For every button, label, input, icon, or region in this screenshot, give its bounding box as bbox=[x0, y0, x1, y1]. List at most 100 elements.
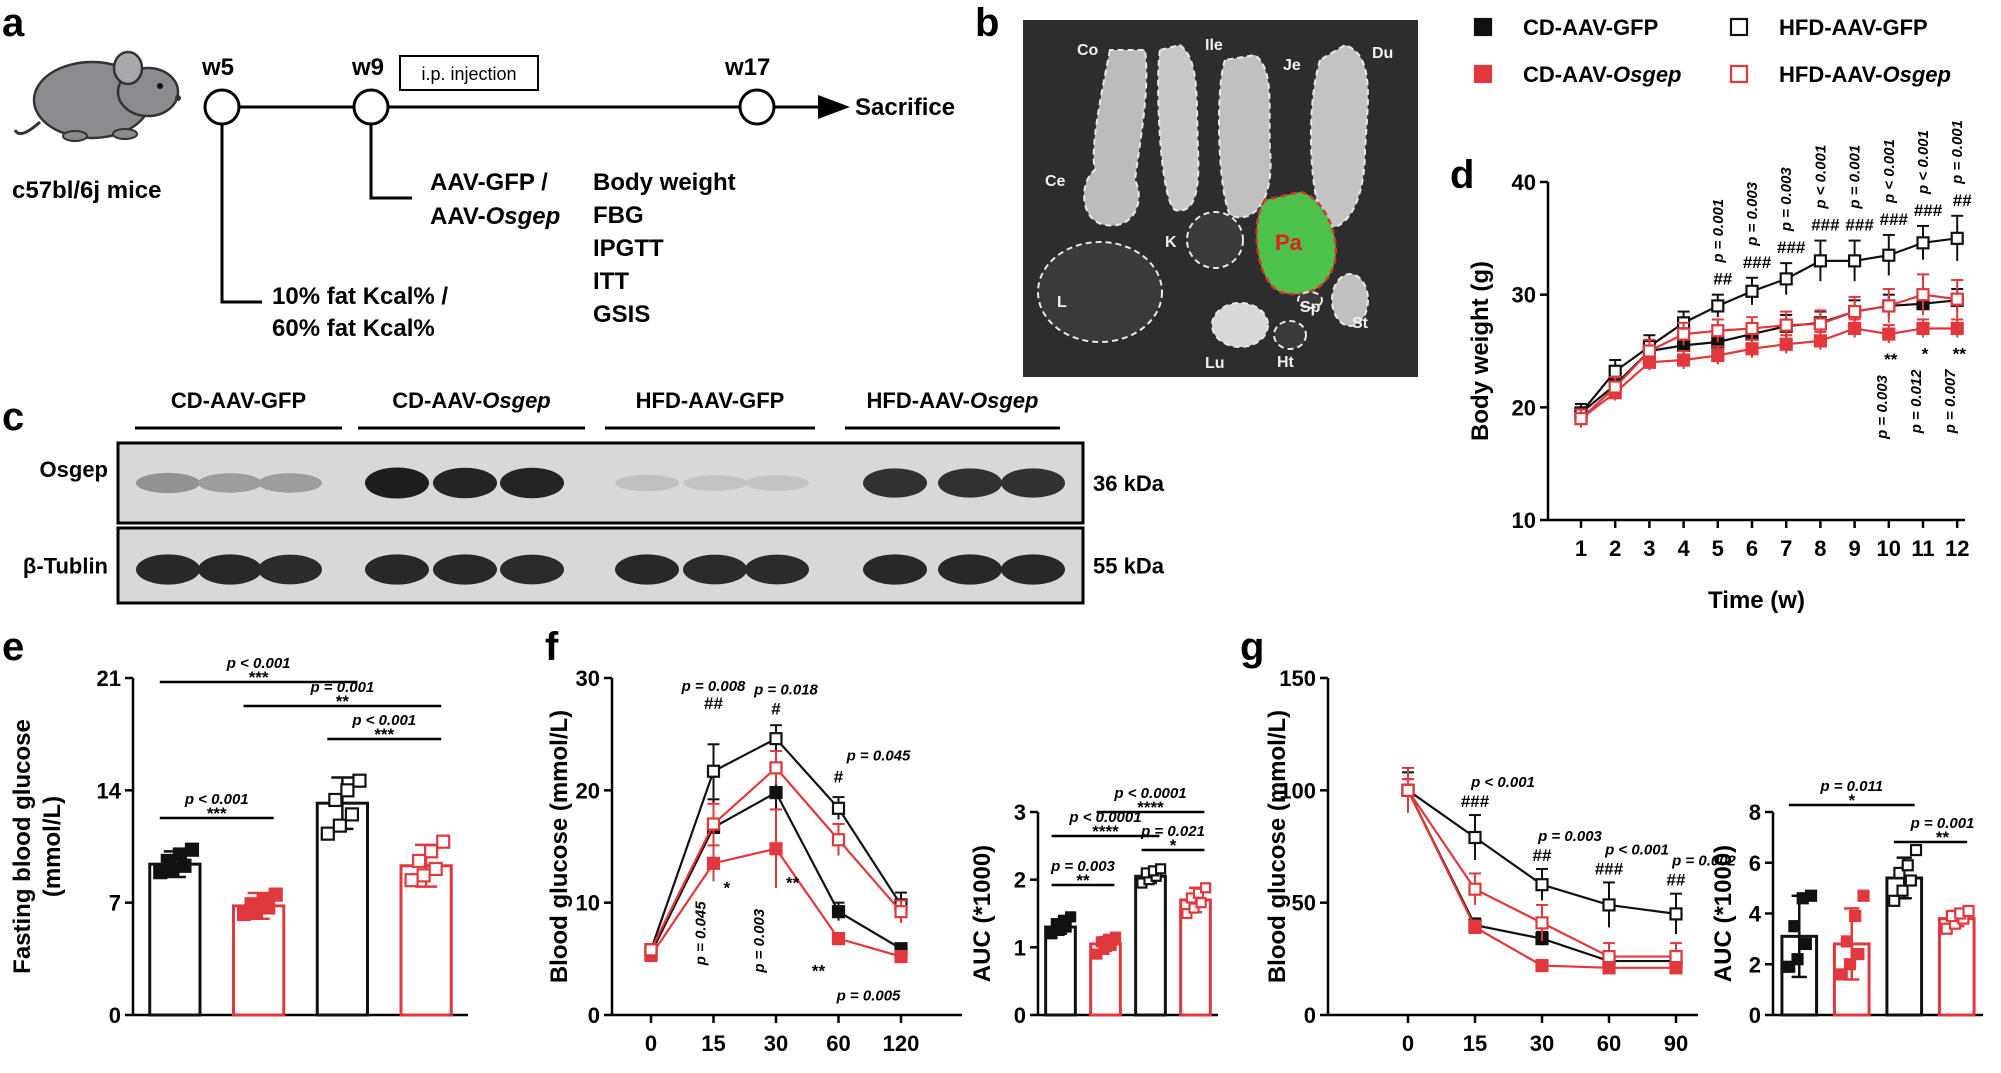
chart-f-point-1-2 bbox=[769, 842, 783, 856]
chart-e-dot-0-5 bbox=[184, 842, 200, 857]
chart-e-dot-3-4 bbox=[424, 844, 439, 859]
chart-f-x-tick-label-3: 60 bbox=[826, 1031, 850, 1056]
chart-e-dot-0-4 bbox=[172, 847, 187, 862]
sacrifice-label: Sacrifice bbox=[855, 94, 955, 121]
chart-d-point-2-6 bbox=[1779, 272, 1793, 286]
chart-f-point-0-3 bbox=[831, 905, 846, 919]
legend-marker-2 bbox=[1729, 17, 1749, 37]
chart-d-x-tick-label-0: 1 bbox=[1575, 536, 1587, 561]
chart-itt-auc: 0 2 4 6 8 AUC (*1000) p = 0.001** p = 0.011* bbox=[1710, 778, 1983, 1028]
treatment-line-1: AAV-GFP / bbox=[430, 169, 548, 196]
tissue-label-l: L bbox=[1057, 294, 1067, 311]
chart-f-inset-dot-0-5 bbox=[1064, 911, 1077, 923]
blot-band-1-2 bbox=[258, 554, 322, 585]
chart-g-inset-y-label: AUC (*1000) bbox=[1710, 845, 1737, 982]
blot-band-1-8 bbox=[745, 554, 809, 585]
chart-e-dot-2-1 bbox=[332, 818, 347, 833]
chart-e-dot-1-3 bbox=[244, 897, 259, 912]
treatment-line-2: AAV-Osgep bbox=[430, 203, 560, 230]
blot-band-0-7 bbox=[683, 475, 747, 491]
chart-d-top-sig-7: ## bbox=[1953, 191, 1972, 210]
chart-d-point-3-11 bbox=[1950, 292, 1964, 306]
blot-band-1-11 bbox=[1001, 554, 1065, 585]
blot-band-0-3 bbox=[365, 467, 429, 499]
diet-bracket bbox=[220, 124, 262, 304]
timepoint-w17 bbox=[738, 88, 776, 126]
chart-f-inset-dot-3-2 bbox=[1195, 897, 1207, 909]
chart-f-inset-dot-3-5 bbox=[1199, 882, 1212, 894]
chart-g-inset-dot-1-4 bbox=[1849, 909, 1862, 923]
chart-g-point-1-1 bbox=[1468, 920, 1482, 934]
tissue-label-pa: Pa bbox=[1275, 230, 1303, 255]
measurement-3: ITT bbox=[593, 268, 629, 295]
legend-marker-1 bbox=[1473, 64, 1493, 84]
chart-g-sig-0: ### bbox=[1461, 792, 1490, 811]
chart-d-x-tick-label-6: 7 bbox=[1780, 536, 1792, 561]
blot-band-1-4 bbox=[433, 554, 497, 585]
chart-g-x-tick-label-1: 15 bbox=[1463, 1031, 1487, 1056]
chart-g-sig-2: ### bbox=[1595, 859, 1624, 878]
chart-d-top-sig-5: ### bbox=[1880, 210, 1909, 229]
chart-d-point-2-11 bbox=[1950, 231, 1964, 245]
chart-e-comp-p-0: p < 0.001 bbox=[184, 791, 249, 808]
chart-d-y-tick-label-0: 10 bbox=[1512, 508, 1536, 533]
tissue-label-sp: Sp bbox=[1300, 299, 1321, 316]
chart-g-inset-dot-1-5 bbox=[1857, 889, 1870, 902]
heart bbox=[1273, 320, 1307, 350]
chart-d-point-2-10 bbox=[1916, 236, 1930, 250]
legend-label-2: HFD-AAV-GFP bbox=[1779, 15, 1928, 40]
chart-f-x-tick-label-1: 15 bbox=[701, 1031, 725, 1056]
chart-d-point-1-3 bbox=[1676, 353, 1691, 367]
chart-f-x-tick-label-0: 0 bbox=[645, 1031, 657, 1056]
chart-g-point-3-1 bbox=[1468, 882, 1482, 896]
chart-f-y-tick-label-0: 0 bbox=[588, 1003, 600, 1028]
blot-band-0-1 bbox=[198, 473, 262, 493]
panel-label-b: b bbox=[975, 1, 999, 45]
chart-g-inset-y-tick-label-2: 4 bbox=[1749, 902, 1762, 927]
blot-band-1-0 bbox=[136, 554, 200, 585]
intestine-jejunum bbox=[1218, 53, 1272, 219]
chart-f-inset-comp-p-0: p = 0.003 bbox=[1050, 858, 1115, 875]
blot-band-1-6 bbox=[615, 554, 679, 585]
chart-f-inset-y-label: AUC (*1000) bbox=[969, 845, 996, 982]
blot-band-0-10 bbox=[938, 468, 1002, 498]
chart-d-x-tick-label-1: 2 bbox=[1609, 536, 1621, 561]
chart-d-point-2-1 bbox=[1608, 364, 1622, 378]
chart-e-bar-1 bbox=[232, 904, 286, 1017]
chart-g-x-tick-label-4: 90 bbox=[1664, 1031, 1688, 1056]
chart-f-p-4: p = 0.003 bbox=[751, 908, 768, 973]
chart-e-dot-3-5 bbox=[436, 834, 451, 849]
tissue-label-ht: Ht bbox=[1277, 354, 1295, 371]
chart-f-inset-bar-0 bbox=[1044, 925, 1077, 1017]
chart-d-x-tick-label-9: 10 bbox=[1877, 536, 1901, 561]
chart-g-inset-dot-2-1 bbox=[1896, 884, 1909, 897]
chart-g-inset-dot-1-3 bbox=[1840, 935, 1853, 948]
chart-d-point-3-1 bbox=[1608, 380, 1622, 394]
chart-d-top-p-4: p = 0.001 bbox=[1847, 145, 1864, 210]
chart-e-comp-p-1: p < 0.001 bbox=[351, 712, 416, 729]
chart-d-y-label: Body weight (g) bbox=[1467, 261, 1494, 441]
timepoint-label-w9: w9 bbox=[351, 54, 384, 81]
chart-f-point-3-3 bbox=[831, 833, 846, 847]
chart-d-bot-sig-0: ** bbox=[1884, 350, 1898, 369]
chart-f-p-5: p = 0.005 bbox=[836, 988, 901, 1005]
chart-e-dot-1-5 bbox=[268, 887, 283, 902]
chart-f-point-3-4 bbox=[894, 905, 908, 919]
chart-d-x-tick-label-11: 12 bbox=[1945, 536, 1969, 561]
chart-d-point-1-10 bbox=[1916, 321, 1930, 336]
chart-g-point-1-2 bbox=[1535, 958, 1549, 973]
chart-g-p-2: p < 0.001 bbox=[1604, 841, 1669, 858]
lung bbox=[1211, 302, 1269, 348]
chart-e-dot-0-3 bbox=[160, 853, 175, 869]
intestine-ileum bbox=[1157, 43, 1200, 212]
chart-d-point-3-8 bbox=[1847, 304, 1862, 319]
chart-f-inset-comp-sig-0: ** bbox=[1076, 871, 1090, 890]
chart-d-point-3-6 bbox=[1779, 318, 1793, 332]
chart-g-p-3: p = 0.002 bbox=[1671, 853, 1736, 870]
treatment-bracket bbox=[369, 124, 412, 200]
chart-f-point-3-0 bbox=[644, 943, 658, 957]
chart-f-p-2: p = 0.045 bbox=[846, 747, 911, 764]
